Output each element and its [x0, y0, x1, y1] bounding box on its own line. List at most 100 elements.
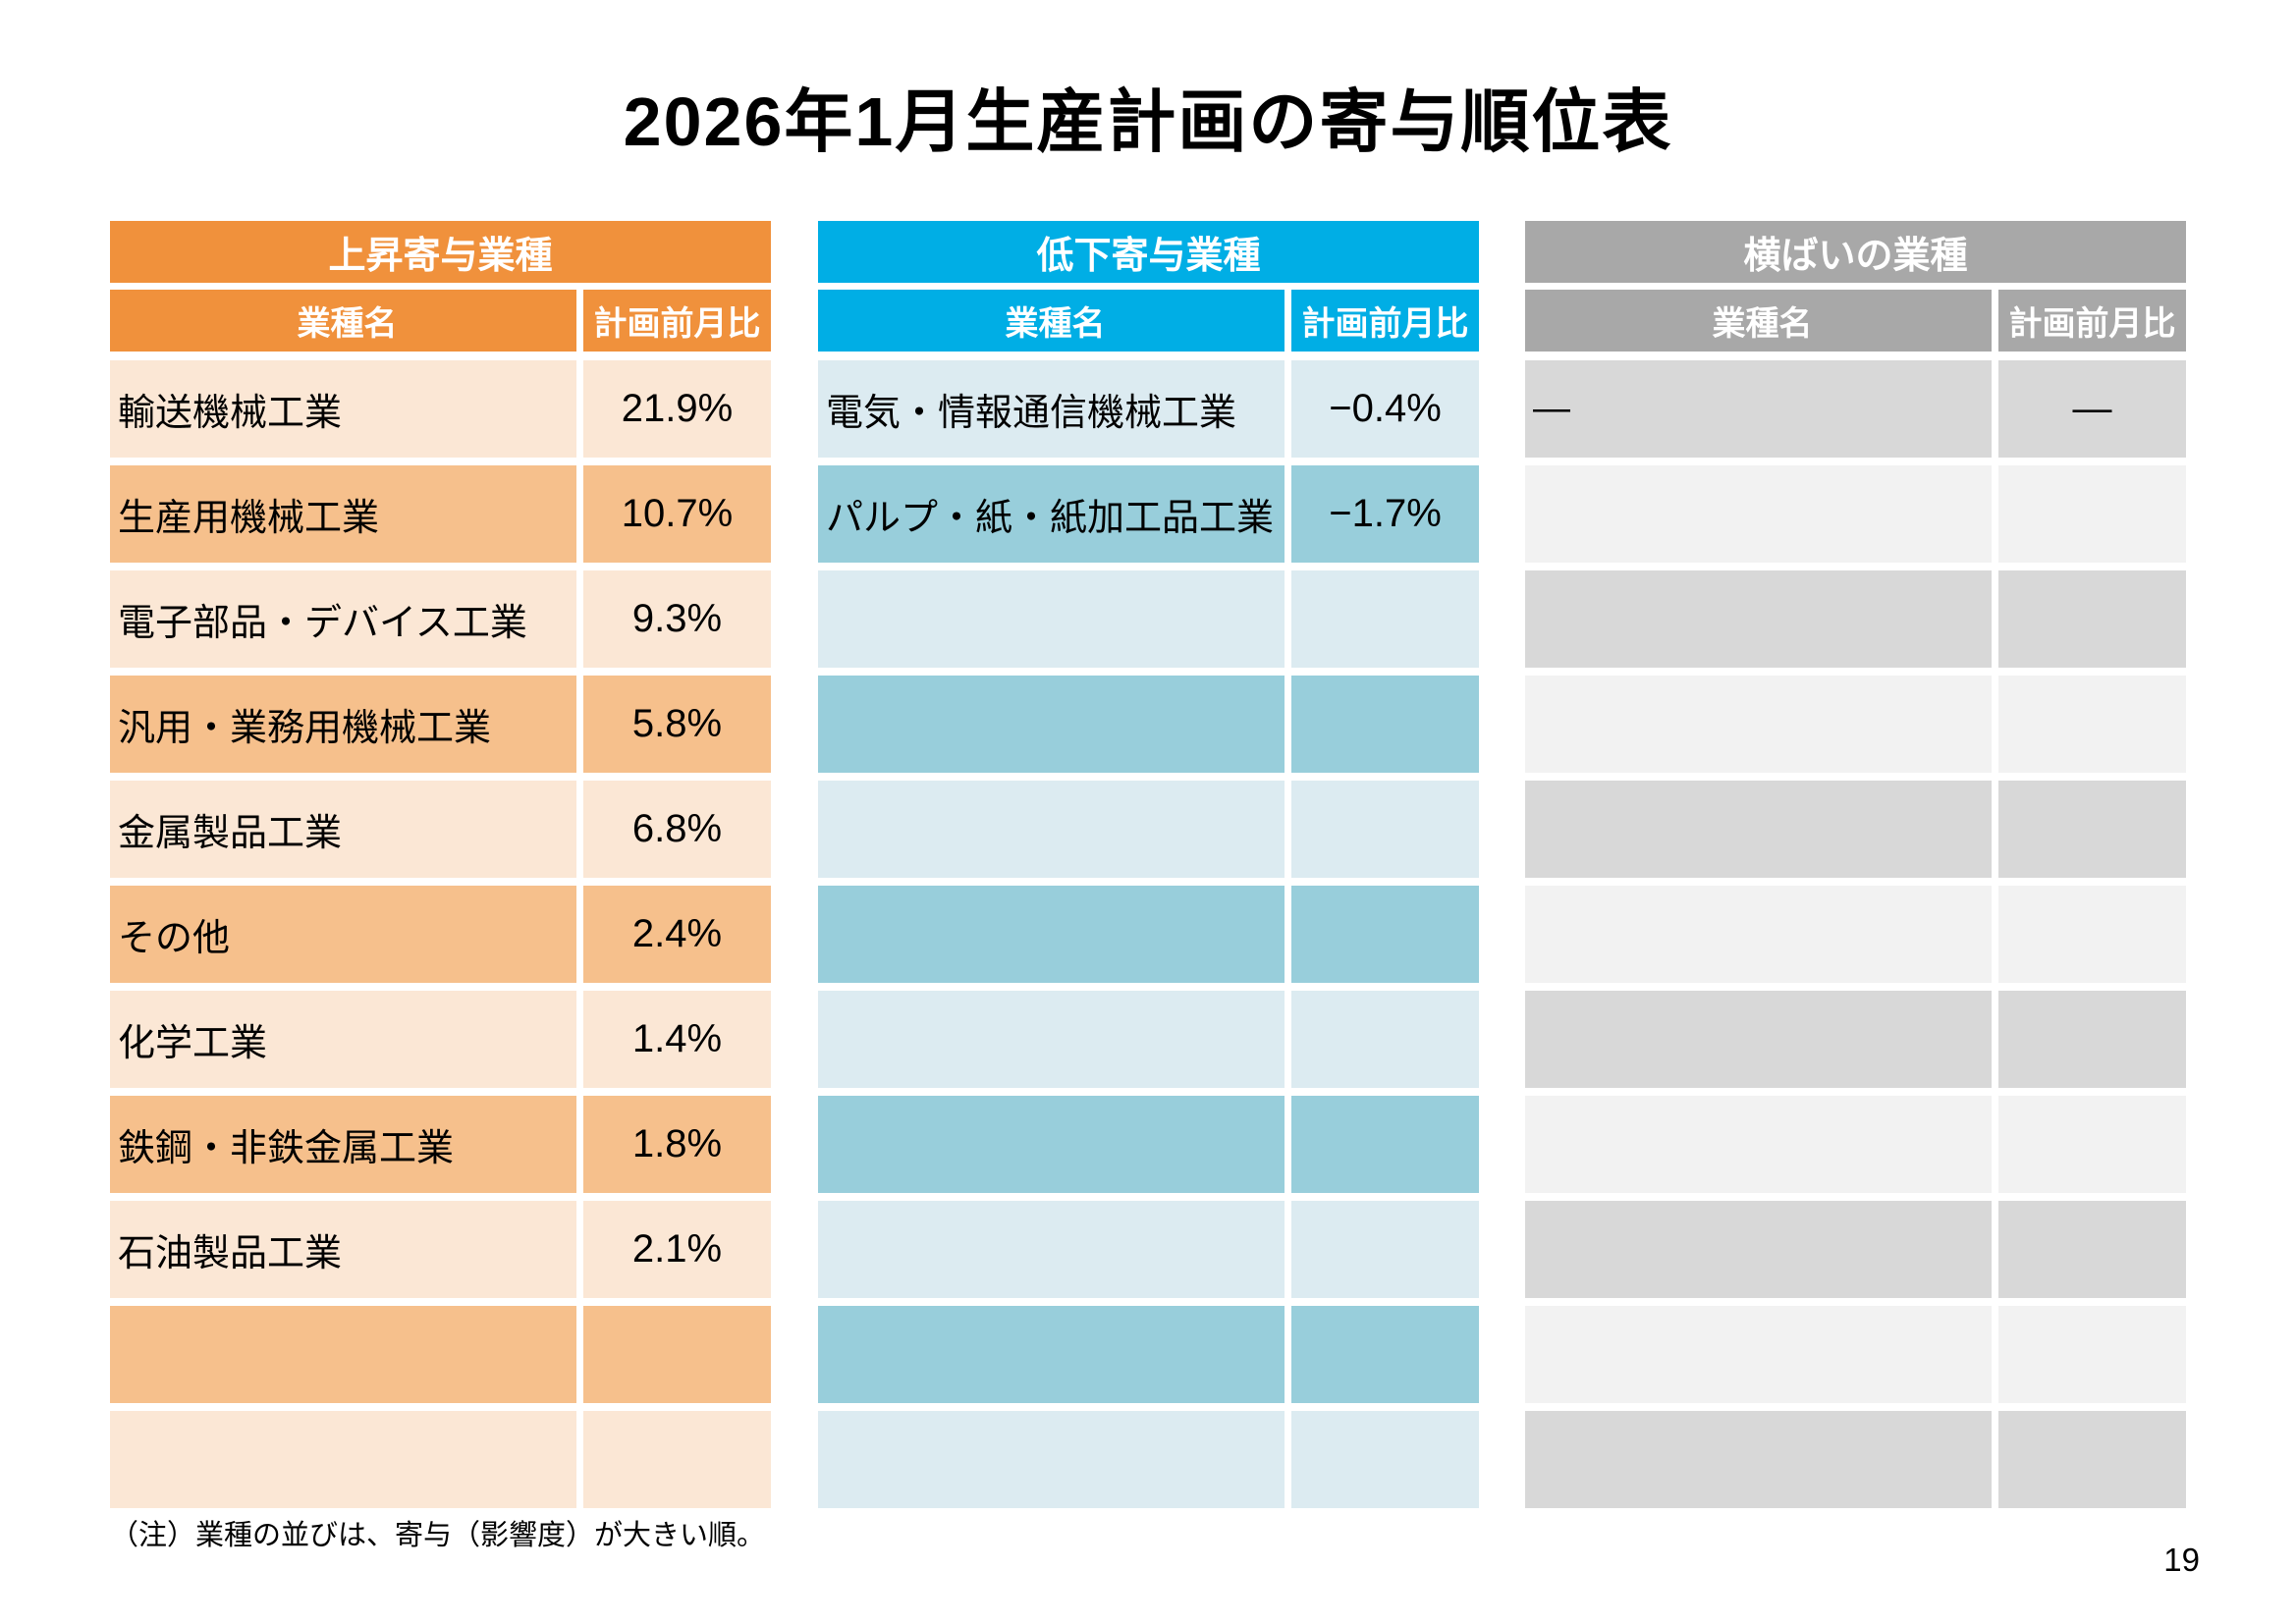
mom-change-cell [583, 1306, 771, 1403]
table-row: 生産用機械工業 10.7% [110, 465, 771, 563]
industry-name-cell: 生産用機械工業 [110, 465, 576, 563]
mom-change-cell [1998, 886, 2186, 983]
table-row [818, 1411, 1479, 1508]
falling-table-header: 低下寄与業種 [818, 221, 1479, 283]
rising-table-header: 上昇寄与業種 [110, 221, 771, 283]
table-row: 金属製品工業 6.8% [110, 781, 771, 878]
table-row: 輸送機械工業 21.9% [110, 360, 771, 458]
mom-change-cell: 10.7% [583, 465, 771, 563]
industry-name-cell [1525, 465, 1992, 563]
mom-change-cell [1291, 1411, 1479, 1508]
mom-change-cell [1291, 1096, 1479, 1193]
mom-change-cell: −1.7% [1291, 465, 1479, 563]
mom-change-cell [1291, 886, 1479, 983]
table-row: 電子部品・デバイス工業 9.3% [110, 570, 771, 668]
mom-change-cell [1998, 781, 2186, 878]
industry-name-column-header: 業種名 [110, 290, 576, 352]
industry-name-cell [1525, 570, 1992, 668]
industry-name-column-header: 業種名 [818, 290, 1285, 352]
table-row [1525, 1201, 2186, 1298]
table-row [110, 1306, 771, 1403]
mom-change-cell [1998, 570, 2186, 668]
footnote: （注）業種の並びは、寄与（影響度）が大きい順。 [110, 1520, 766, 1551]
industry-name-cell [1525, 676, 1992, 773]
industry-name-cell [818, 570, 1285, 668]
industry-name-cell [818, 1096, 1285, 1193]
industry-name-cell: 輸送機械工業 [110, 360, 576, 458]
table-row [818, 886, 1479, 983]
table-row [1525, 570, 2186, 668]
industry-name-cell [818, 781, 1285, 878]
table-row [818, 676, 1479, 773]
mom-ratio-column-header: 計画前月比 [1291, 290, 1479, 352]
mom-change-cell [1998, 1096, 2186, 1193]
table-row [1525, 781, 2186, 878]
industry-name-cell [818, 991, 1285, 1088]
industry-name-cell: 鉄鋼・非鉄金属工業 [110, 1096, 576, 1193]
falling-contribution-table: 低下寄与業種 業種名 計画前月比 電気・情報通信機械工業 −0.4% パルプ・紙・紙… [818, 221, 1479, 1516]
industry-name-cell [1525, 1306, 1992, 1403]
industry-name-cell [1525, 781, 1992, 878]
mom-change-cell [1998, 1411, 2186, 1508]
mom-change-cell [1291, 676, 1479, 773]
mom-change-cell: 21.9% [583, 360, 771, 458]
page-title: 2026年1月生産計画の寄与順位表 [623, 83, 1673, 160]
industry-name-cell [1525, 1411, 1992, 1508]
industry-name-cell [1525, 1096, 1992, 1193]
table-row: 鉄鋼・非鉄金属工業 1.8% [110, 1096, 771, 1193]
flat-table-header: 横ばいの業種 [1525, 221, 2186, 283]
mom-change-cell [1291, 570, 1479, 668]
rising-contribution-table: 上昇寄与業種 業種名 計画前月比 輸送機械工業 21.9% 生産用機械工業 10.7%… [110, 221, 771, 1516]
industry-name-cell: パルプ・紙・紙加工品工業 [818, 465, 1285, 563]
mom-change-cell: 1.8% [583, 1096, 771, 1193]
table-row: その他 2.4% [110, 886, 771, 983]
industry-name-cell: 電子部品・デバイス工業 [110, 570, 576, 668]
mom-change-cell: 6.8% [583, 781, 771, 878]
table-row: 化学工業 1.4% [110, 991, 771, 1088]
rising-table-subheader: 業種名 計画前月比 [110, 290, 771, 352]
industry-name-cell [818, 886, 1285, 983]
falling-table-rows: 電気・情報通信機械工業 −0.4% パルプ・紙・紙加工品工業 −1.7% [818, 360, 1479, 1508]
table-row [818, 1096, 1479, 1193]
table-row [818, 570, 1479, 668]
industry-name-cell: 化学工業 [110, 991, 576, 1088]
industry-name-cell [818, 676, 1285, 773]
table-row: 電気・情報通信機械工業 −0.4% [818, 360, 1479, 458]
table-row [818, 781, 1479, 878]
falling-table-subheader: 業種名 計画前月比 [818, 290, 1479, 352]
table-row: パルプ・紙・紙加工品工業 −1.7% [818, 465, 1479, 563]
industry-name-cell [1525, 991, 1992, 1088]
mom-change-cell: 1.4% [583, 991, 771, 1088]
mom-change-cell: 2.1% [583, 1201, 771, 1298]
table-row [818, 1201, 1479, 1298]
mom-change-cell [1998, 1306, 2186, 1403]
table-row [818, 1306, 1479, 1403]
industry-name-cell: その他 [110, 886, 576, 983]
rising-table-rows: 輸送機械工業 21.9% 生産用機械工業 10.7% 電子部品・デバイス工業 9.3% 汎用… [110, 360, 771, 1508]
mom-change-cell [1998, 991, 2186, 1088]
flat-table-rows: — — [1525, 360, 2186, 1508]
table-row: 石油製品工業 2.1% [110, 1201, 771, 1298]
mom-change-cell: 9.3% [583, 570, 771, 668]
table-row [1525, 465, 2186, 563]
industry-name-column-header: 業種名 [1525, 290, 1992, 352]
industry-name-cell [818, 1411, 1285, 1508]
industry-name-cell: 電気・情報通信機械工業 [818, 360, 1285, 458]
mom-change-cell [1291, 1306, 1479, 1403]
industry-name-cell: 石油製品工業 [110, 1201, 576, 1298]
mom-change-cell [1998, 676, 2186, 773]
mom-change-cell [1998, 465, 2186, 563]
table-row [1525, 1096, 2186, 1193]
page-number: 19 [2163, 1542, 2200, 1578]
industry-name-cell: 金属製品工業 [110, 781, 576, 878]
table-row [1525, 676, 2186, 773]
table-row [1525, 1306, 2186, 1403]
table-row [110, 1411, 771, 1508]
mom-change-cell [1291, 781, 1479, 878]
table-row [1525, 886, 2186, 983]
mom-change-cell: 2.4% [583, 886, 771, 983]
mom-ratio-column-header: 計画前月比 [583, 290, 771, 352]
mom-change-cell [583, 1411, 771, 1508]
table-row: — — [1525, 360, 2186, 458]
